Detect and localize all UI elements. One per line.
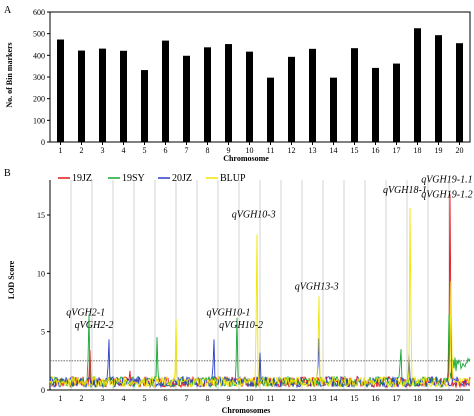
panel-a-x-tick-label: 12: [288, 146, 296, 155]
bar-chr-1: [57, 39, 64, 143]
panel-b-x-axis-label: Chromosomes: [222, 406, 271, 415]
panel-b-y-axis-label: LOD Score: [7, 260, 16, 299]
bar-chr-12: [288, 56, 295, 142]
panel-b-x-tick-label: 6: [164, 394, 168, 403]
panel-a-frame: [49, 11, 471, 143]
panel-a-x-tick-label: 9: [227, 146, 231, 155]
panel-b-x-tick-label: 19: [435, 394, 443, 403]
bar-chr-15: [351, 48, 358, 142]
panel-a-x-tick-label: 16: [372, 146, 380, 155]
panel-b-y-tick-label: 10: [37, 269, 45, 278]
panel-b-x-tick-label: 4: [122, 394, 126, 403]
bar-chr-19: [435, 35, 442, 142]
panel-a-x-tick-label: 14: [330, 146, 338, 155]
bar-chr-2: [78, 50, 85, 142]
panel-a-x-tick-label: 20: [456, 146, 464, 155]
panel-b-x-tick-label: 5: [143, 394, 147, 403]
legend-label-19SY: 19SY: [122, 173, 145, 184]
panel-b-x-tick-label: 2: [80, 394, 84, 403]
panel-a-y-tick-label: 100: [33, 116, 45, 125]
panel-b-x-tick-label: 17: [393, 394, 401, 403]
panel-a-x-tick-label: 13: [309, 146, 317, 155]
panel-b-x-tick-label: 10: [246, 394, 254, 403]
bar-chr-6: [162, 40, 169, 142]
panel-a-x-tick-label: 10: [246, 146, 254, 155]
bar-chr-7: [183, 55, 190, 143]
panel-a-y-tick-label: 200: [33, 95, 45, 104]
panel-b-x-tick-label: 11: [267, 394, 275, 403]
panel-b-y-tick-label: 0: [41, 386, 45, 395]
panel-a-x-tick-label: 2: [80, 146, 84, 155]
panel-a-x-tick-label: 17: [393, 146, 401, 155]
panel-b-x-tick-label: 13: [309, 394, 317, 403]
panel-a-x-tick-label: 3: [101, 146, 105, 155]
panel-a-x-tick-label: 7: [185, 146, 189, 155]
panel-a-x-tick-label: 15: [351, 146, 359, 155]
panel-a-x-axis-label: Chromosome: [223, 154, 269, 163]
panel-a-y-axis-label: No. of Bin markers: [5, 42, 14, 107]
qtl-label: qVGH10-1: [207, 307, 251, 318]
panel-a-x-tick-label: 18: [414, 146, 422, 155]
panel-a-y-tick-label: 600: [33, 8, 45, 17]
panel-b-x-tick-label: 1: [59, 394, 63, 403]
panel-b-x-tick-label: 9: [227, 394, 231, 403]
bar-chr-17: [393, 63, 400, 142]
panel-a-y-tick-label: 400: [33, 51, 45, 60]
qtl-label: qVGH18-1: [383, 185, 427, 196]
qtl-label: qVGH13-3: [295, 282, 339, 293]
bar-chr-4: [120, 50, 127, 142]
legend-label-BLUP: BLUP: [220, 173, 246, 184]
panel-b-y-tick-label: 5: [41, 328, 45, 337]
panel-a-x-tick-label: 5: [143, 146, 147, 155]
bar-chr-8: [204, 47, 211, 142]
panel-b-x-tick-label: 7: [185, 394, 189, 403]
panel-b-x-tick-label: 8: [206, 394, 210, 403]
panel-b-label: B: [4, 168, 11, 179]
panel-a-y-tick-label: 500: [33, 30, 45, 39]
bar-chr-18: [414, 28, 421, 142]
qtl-label: qVGH19-1.2: [421, 190, 472, 201]
panel-a-x-tick-label: 11: [267, 146, 275, 155]
bar-chr-14: [330, 77, 337, 142]
qtl-label: qVGH2-1: [66, 307, 105, 318]
panel-a-x-tick-label: 19: [435, 146, 443, 155]
panel-b-y-tick-label: 15: [37, 211, 45, 220]
bar-chr-3: [99, 48, 106, 142]
bar-chr-20: [456, 43, 463, 143]
panel-b-x-tick-label: 3: [101, 394, 105, 403]
panel-a-y-tick-label: 0: [41, 138, 45, 147]
series-line-BLUP: [49, 207, 471, 389]
panel-b-x-tick-label: 18: [414, 394, 422, 403]
panel-a-x-tick-label: 6: [164, 146, 168, 155]
panel-b-x-tick-label: 12: [288, 394, 296, 403]
bar-chr-16: [372, 67, 379, 142]
qtl-label: qVGH10-3: [232, 209, 276, 220]
panel-b-x-tick-label: 15: [351, 394, 359, 403]
legend-label-20JZ: 20JZ: [172, 173, 192, 184]
panel-b-x-tick-label: 20: [456, 394, 464, 403]
bar-chr-11: [267, 77, 274, 142]
panel-b-x-tick-label: 14: [330, 394, 338, 403]
panel-b-x-tick-label: 16: [372, 394, 380, 403]
bar-chr-13: [309, 48, 316, 143]
qtl-label: qVGH2-2: [75, 320, 114, 331]
panel-a-x-tick-label: 8: [206, 146, 210, 155]
qtl-label: qVGH19-1.1: [421, 174, 472, 185]
panel-a-x-tick-label: 1: [59, 146, 63, 155]
legend-label-19JZ: 19JZ: [72, 173, 92, 184]
panel-a-y-tick-label: 300: [33, 73, 45, 82]
bar-chr-10: [246, 51, 253, 142]
bar-chr-5: [141, 70, 148, 142]
panel-a-x-tick-label: 4: [122, 146, 126, 155]
bar-chr-9: [225, 44, 232, 142]
panel-a-label: A: [4, 5, 12, 16]
qtl-label: qVGH10-2: [219, 320, 263, 331]
